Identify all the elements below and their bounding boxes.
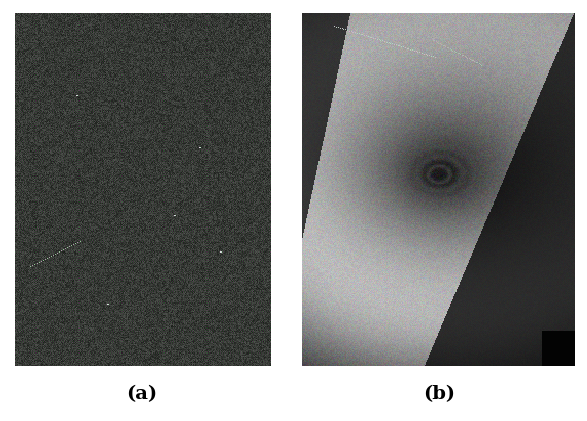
Text: (a): (a) xyxy=(126,385,158,402)
Text: (b): (b) xyxy=(423,385,455,402)
